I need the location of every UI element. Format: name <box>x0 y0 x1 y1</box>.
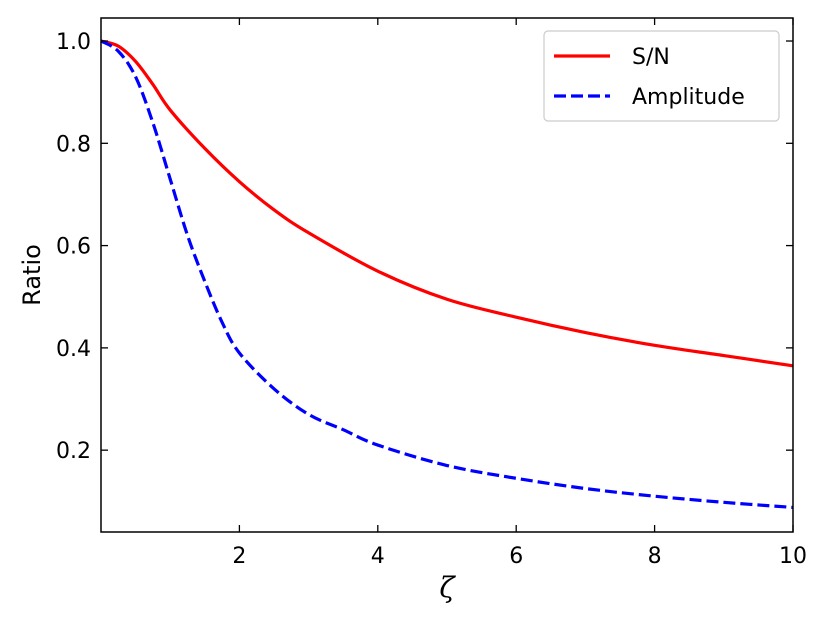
x-tick-label: 6 <box>509 544 523 569</box>
y-tick-label: 0.8 <box>56 132 91 157</box>
y-tick-label: 0.2 <box>56 439 91 464</box>
legend-label-sn: S/N <box>632 45 670 70</box>
x-axis-label: ζ <box>439 571 456 604</box>
plot-frame <box>100 17 794 533</box>
legend-box <box>543 30 780 122</box>
y-tick-label: 0.6 <box>56 235 91 260</box>
tick-labels: 2 4 6 8 10 0.2 0.4 0.6 0.8 1.0 <box>56 30 807 569</box>
x-tick-label: 2 <box>232 544 246 569</box>
plot-lines <box>100 39 794 510</box>
legend-label-amplitude: Amplitude <box>632 85 745 110</box>
x-tick-label: 4 <box>371 544 385 569</box>
x-tick-label: 10 <box>779 544 807 569</box>
y-tick-label: 0.4 <box>56 337 91 362</box>
y-axis-label: Ratio <box>18 244 46 306</box>
series-line-amplitude <box>100 39 794 510</box>
series-line-sn <box>100 39 794 368</box>
y-tick-label: 1.0 <box>56 30 91 55</box>
x-tick-label: 8 <box>648 544 662 569</box>
legend: S/N Amplitude <box>543 30 780 122</box>
